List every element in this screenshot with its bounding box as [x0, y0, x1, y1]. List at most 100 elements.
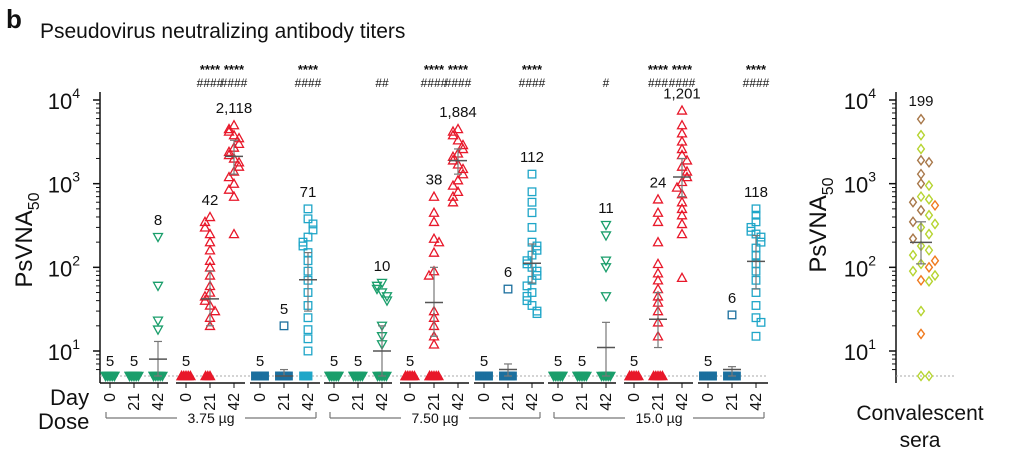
data-point [233, 160, 245, 171]
data-point [532, 270, 542, 280]
gmt-label: 5 [130, 353, 138, 370]
day-tick-label: 21 [574, 393, 591, 411]
figure-title: Pseudovirus neutralizing antibody titers [40, 20, 406, 43]
dose-brackets: 3.75 µg 7.50 µg 15.0 µg [105, 410, 765, 426]
dose-label: 3.75 µg [188, 410, 235, 426]
conv-y-ticks: 101 102 103 104 [844, 85, 896, 371]
conv-data-point [930, 218, 940, 230]
data-point-lloq [556, 371, 569, 382]
conv-data-point [916, 168, 926, 180]
data-point [199, 290, 211, 301]
day-tick-label: 0 [550, 393, 567, 402]
data-point [527, 301, 537, 310]
gmt-label: 5 [406, 353, 414, 370]
data-point [532, 309, 542, 319]
data-point [751, 204, 761, 214]
conv-data-point [924, 156, 934, 168]
data-point [676, 149, 688, 160]
data-point-lloq [406, 370, 418, 381]
conv-gmt-bar [910, 221, 932, 265]
conv-data-point [908, 196, 918, 208]
day-tick-label: 21 [500, 393, 517, 411]
sig-hashes: #### [295, 76, 322, 90]
conv-data-point [930, 269, 940, 282]
sig-hashes: #### [743, 76, 770, 90]
day-tick-label: 21 [650, 393, 667, 411]
data-point [223, 146, 235, 157]
data-point [652, 206, 664, 217]
conv-category-label-line1: Convalescent [856, 402, 983, 425]
data-point [428, 338, 440, 349]
day-tick-label: 42 [524, 393, 541, 411]
conv-data-point [924, 209, 934, 221]
data-point [152, 281, 164, 292]
data-point-lloq [483, 371, 493, 381]
significance-markers: ****####****####****#### ##****####****##… [197, 62, 770, 90]
data-point-lloq [656, 370, 669, 381]
conv-data-point [930, 199, 940, 212]
gmt-label: 5 [256, 353, 264, 370]
data-point [527, 169, 537, 179]
data-point-lloq [578, 371, 590, 382]
data-point [303, 325, 313, 335]
day-tick-labels: 0 21 42 0 21 42 0 21 42 0 21 42 0 21 42 0 21 42 0 21 42 0 21 42… [100, 382, 768, 411]
day-tick-label: 0 [402, 393, 419, 402]
conv-y-tick-label: 104 [844, 85, 876, 114]
data-point [457, 139, 469, 150]
data-point [727, 310, 737, 320]
data-point [223, 183, 235, 194]
data-point [751, 301, 761, 310]
conv-data-point [916, 143, 926, 155]
gmt-label: 71 [300, 184, 317, 201]
day-row-label: Day [50, 385, 89, 410]
sig-stars: **** [424, 62, 445, 77]
sig-stars: **** [672, 62, 693, 77]
day-tick-label: 0 [476, 393, 493, 402]
day-tick-label: 0 [178, 393, 195, 402]
gmt-label: 6 [728, 290, 736, 307]
data-point [452, 174, 464, 185]
sig-hashes: #### [519, 76, 546, 90]
data-point [447, 125, 459, 136]
day-tick-label: 42 [748, 393, 765, 411]
data-point [532, 306, 542, 316]
day-tick-label: 21 [202, 393, 219, 411]
data-point [522, 281, 532, 291]
conv-category-label-line2: sera [900, 429, 941, 452]
main-y-ticks: 101 102 103 104 [48, 85, 100, 371]
data-point [376, 278, 388, 289]
conv-data-point [916, 328, 926, 340]
data-point [452, 134, 464, 145]
data-point [600, 231, 612, 242]
data-point [152, 316, 164, 327]
gmt-label: 5 [554, 353, 562, 370]
panel-letter: b [6, 4, 22, 34]
dose-label-bg [401, 410, 469, 426]
data-point [527, 187, 537, 197]
data-point [223, 125, 235, 136]
main-y-axis-label-main: PsVNA [11, 210, 38, 287]
data-point-lloq [204, 370, 216, 381]
sig-hashes: # [603, 76, 610, 90]
data-point [233, 132, 245, 143]
sig-stars: **** [746, 62, 767, 77]
data-point [428, 215, 440, 227]
conv-gmt-label: 199 [908, 93, 933, 110]
data-point [600, 256, 612, 267]
data-point [751, 217, 761, 227]
data-point [199, 294, 211, 305]
day-tick-label: 0 [626, 393, 643, 402]
data-point-lloq [108, 371, 121, 382]
day-tick-label: 21 [426, 393, 443, 411]
gmt-label: 1,201 [663, 85, 701, 102]
main-y-tick-label: 102 [48, 252, 80, 281]
data-point-lloq [332, 371, 345, 382]
data-point [527, 208, 537, 218]
data-point [652, 215, 664, 227]
dose-label: 7.50 µg [412, 410, 459, 426]
data-point-lloq [630, 370, 642, 381]
gmt-label: 8 [154, 212, 162, 229]
main-y-tick-label: 103 [48, 169, 80, 198]
